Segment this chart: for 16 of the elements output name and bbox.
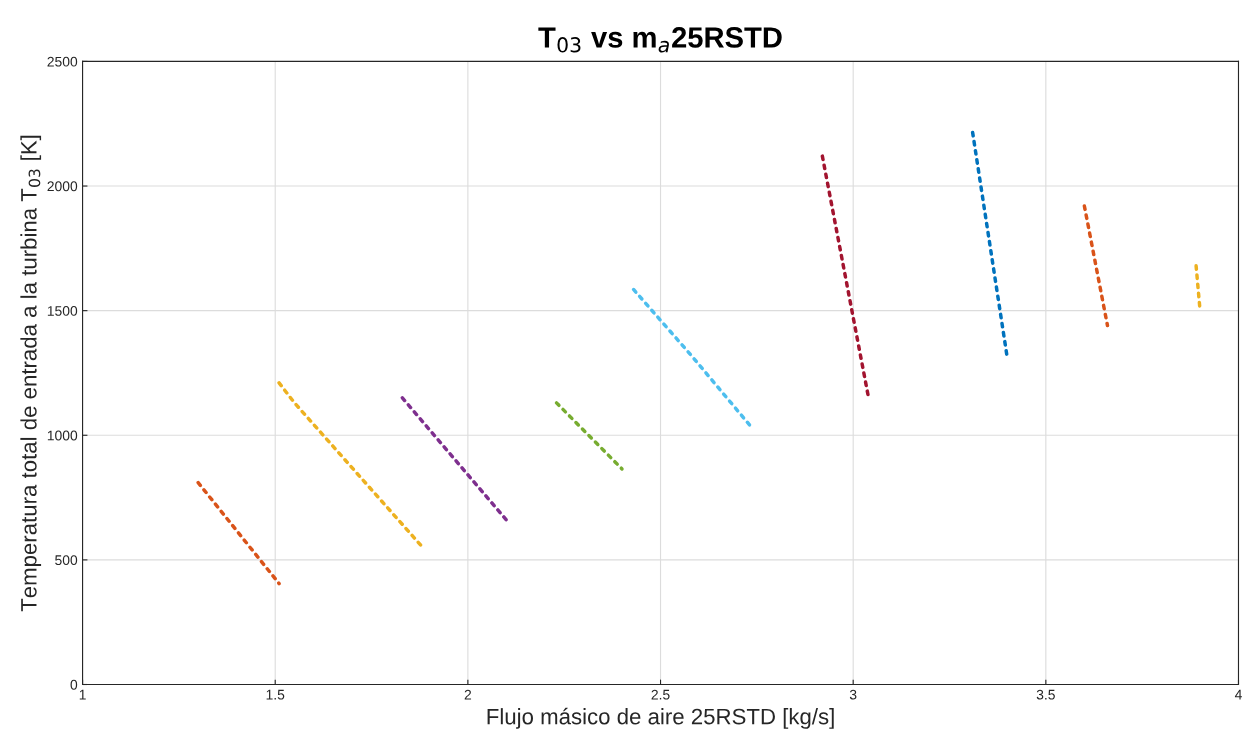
x-tick-label: 4 bbox=[1234, 689, 1242, 700]
x-tick-label: 1.5 bbox=[266, 689, 285, 700]
y-axis-title: Temperatura total de entrada a la turbina T$_{03}$ [K] bbox=[20, 135, 42, 612]
y-tick-label: 1000 bbox=[47, 430, 78, 441]
x-tick-label: 3 bbox=[849, 689, 857, 700]
y-tick-label: 1500 bbox=[47, 305, 78, 316]
y-tick-label: 0 bbox=[70, 679, 78, 690]
y-tick-label: 2500 bbox=[47, 56, 78, 67]
y-tick-label: 500 bbox=[55, 555, 78, 566]
chart-title: T$_{03}$ vs m$_{a}$25RSTD bbox=[538, 27, 782, 53]
x-tick-label: 2 bbox=[464, 689, 472, 700]
x-tick-label: 3.5 bbox=[1036, 689, 1055, 700]
x-tick-label: 2.5 bbox=[651, 689, 670, 700]
x-tick-label: 1 bbox=[79, 689, 86, 700]
y-tick-label: 2000 bbox=[47, 181, 78, 192]
x-axis-title: Flujo másico de aire 25RSTD [kg/s] bbox=[487, 707, 834, 729]
